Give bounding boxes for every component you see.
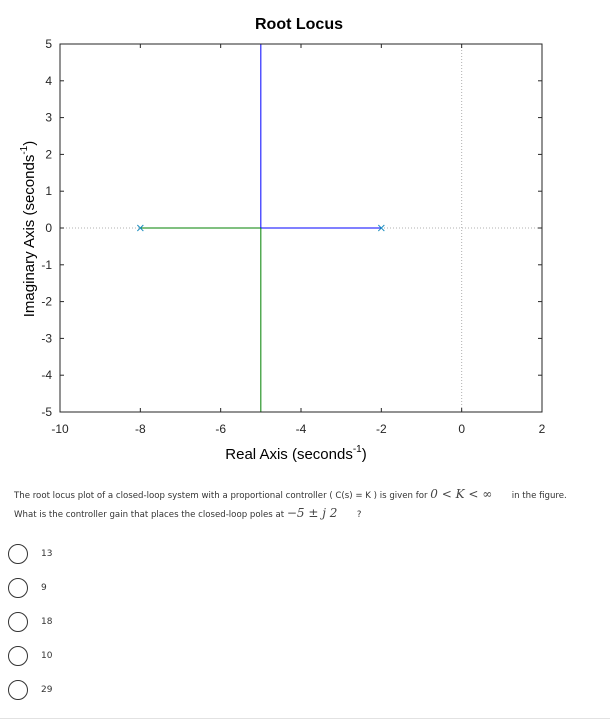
- y-tick-label: 1: [45, 184, 52, 198]
- x-tick-label: -2: [376, 422, 387, 436]
- question-pole-location: −5 ± j 2: [286, 506, 338, 520]
- x-tick-label: -6: [215, 422, 226, 436]
- answer-option-label: 18: [41, 617, 53, 627]
- answer-option-label: 13: [41, 549, 53, 559]
- pole-marker: [136, 224, 144, 232]
- x-tick-label: -10: [51, 422, 69, 436]
- radio-button[interactable]: [8, 680, 28, 700]
- question-line-1-end: in the figure.: [511, 491, 567, 501]
- pole-marker: [377, 224, 385, 232]
- answer-option-label: 9: [41, 583, 47, 593]
- answer-option-label: 29: [41, 685, 53, 695]
- question-line-1: The root locus plot of a closed-loop sys…: [14, 486, 604, 505]
- question-line-2-text: What is the controller gain that places …: [14, 510, 285, 520]
- radio-button[interactable]: [8, 612, 28, 632]
- y-tick-label: -1: [41, 258, 52, 272]
- radio-button[interactable]: [8, 544, 28, 564]
- y-tick-label: -2: [41, 295, 52, 309]
- y-tick-label: 0: [45, 221, 52, 235]
- answer-option-label: 10: [41, 651, 53, 661]
- question-text: The root locus plot of a closed-loop sys…: [14, 486, 604, 524]
- question-mark: ?: [356, 510, 362, 520]
- x-axis-label: Real Axis (seconds-1): [225, 444, 366, 463]
- x-tick-label: 2: [539, 422, 546, 436]
- x-tick-label: -8: [135, 422, 146, 436]
- x-tick-label: 0: [458, 422, 465, 436]
- y-tick-label: -4: [41, 368, 52, 382]
- divider: [0, 718, 610, 719]
- root-locus-chart: Root Locus -10 -8 -6 -4 -2 0 2-5-4-3-2-1012345…: [19, 16, 546, 463]
- y-tick-label: -3: [41, 331, 52, 345]
- plot-area: [60, 44, 542, 412]
- question-line-2: What is the controller gain that places …: [14, 505, 604, 524]
- y-tick-label: 2: [45, 147, 52, 161]
- y-tick-label: -5: [41, 405, 52, 419]
- x-tick-label: -4: [296, 422, 307, 436]
- y-tick-label: 3: [45, 111, 52, 125]
- y-axis-label: Imaginary Axis (seconds-1): [19, 141, 38, 317]
- question-gain-range: 0 < K < ∞: [430, 487, 493, 501]
- radio-button[interactable]: [8, 578, 28, 598]
- y-tick-label: 4: [45, 74, 52, 88]
- pole-marker-stroke: [136, 224, 144, 232]
- question-line-1-text: The root locus plot of a closed-loop sys…: [14, 491, 428, 501]
- radio-button[interactable]: [8, 646, 28, 666]
- pole-marker-stroke: [377, 224, 385, 232]
- chart-title: Root Locus: [255, 16, 343, 33]
- y-tick-label: 5: [45, 37, 52, 51]
